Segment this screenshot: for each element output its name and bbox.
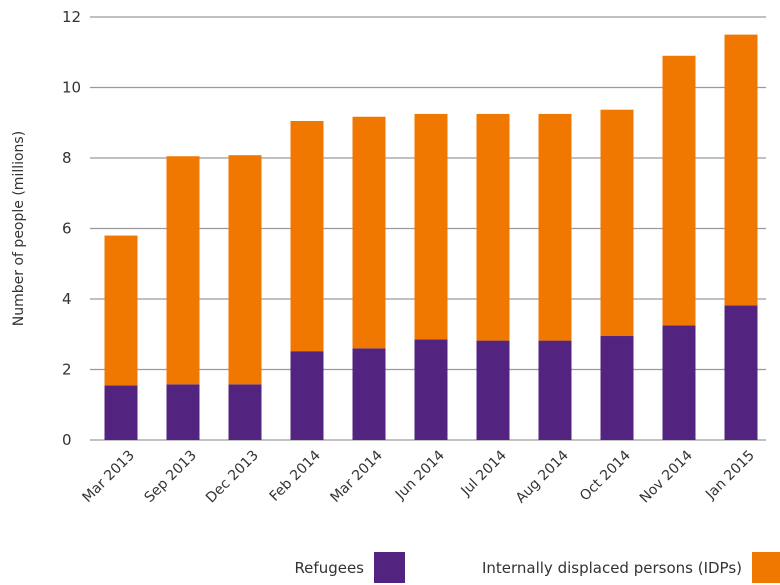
- bar-refugees: [662, 325, 696, 440]
- bar-refugees: [104, 385, 138, 440]
- bar-refugees: [538, 340, 572, 440]
- y-axis-label: Number of people (millions): [11, 131, 27, 326]
- bars: [104, 34, 758, 440]
- y-tick-label: 6: [62, 220, 72, 238]
- legend-swatch-idps: [752, 552, 780, 583]
- y-tick-label: 8: [62, 149, 72, 167]
- bar-idps: [104, 235, 138, 386]
- bar-refugees: [166, 384, 200, 440]
- bar-refugees: [414, 339, 448, 440]
- bar-idps: [166, 156, 200, 385]
- legend-label-idps: Internally displaced persons (IDPs): [482, 559, 742, 577]
- bar-idps: [228, 155, 262, 385]
- x-tick-label: Mar 2013: [79, 448, 137, 506]
- bar-idps: [352, 116, 386, 349]
- x-tick-label: Jan 2015: [702, 448, 758, 504]
- x-tick-label: Feb 2014: [267, 447, 324, 504]
- y-tick-label: 12: [62, 8, 81, 26]
- x-tick-label: Dec 2013: [203, 448, 262, 507]
- bar-refugees: [228, 384, 262, 440]
- x-tick-label: Sep 2013: [142, 448, 200, 506]
- y-tick-label: 4: [62, 290, 72, 308]
- x-axis-ticks: Mar 2013 Sep 2013 Dec 2013 Feb 2014 Mar 2014…: [79, 447, 757, 506]
- x-tick-label: Mar 2014: [327, 447, 385, 505]
- bar-refugees: [352, 348, 386, 440]
- y-tick-label: 10: [62, 79, 81, 97]
- x-tick-label: Jul 2014: [458, 447, 510, 499]
- x-tick-label: Oct 2014: [577, 447, 634, 504]
- bar-idps: [600, 109, 634, 337]
- x-tick-label: Nov 2014: [637, 447, 696, 506]
- bar-idps: [724, 34, 758, 306]
- legend: Refugees Internally displaced persons (I…: [294, 552, 780, 583]
- bar-refugees: [476, 340, 510, 440]
- x-tick-label: Jun 2014: [392, 447, 448, 503]
- legend-swatch-refugees: [374, 552, 405, 583]
- x-tick-label: Aug 2014: [513, 447, 572, 506]
- bar-idps: [290, 120, 324, 352]
- legend-label-refugees: Refugees: [294, 559, 364, 577]
- y-tick-label: 2: [62, 361, 72, 379]
- bar-idps: [662, 55, 696, 326]
- bar-refugees: [724, 305, 758, 440]
- bar-refugees: [290, 351, 324, 440]
- y-tick-label: 0: [62, 431, 72, 449]
- y-axis-ticks: 0 2 4 6 8 10 12: [62, 8, 81, 449]
- bar-refugees: [600, 336, 634, 440]
- bar-idps: [538, 113, 572, 341]
- bar-idps: [414, 113, 448, 340]
- bar-idps: [476, 113, 510, 341]
